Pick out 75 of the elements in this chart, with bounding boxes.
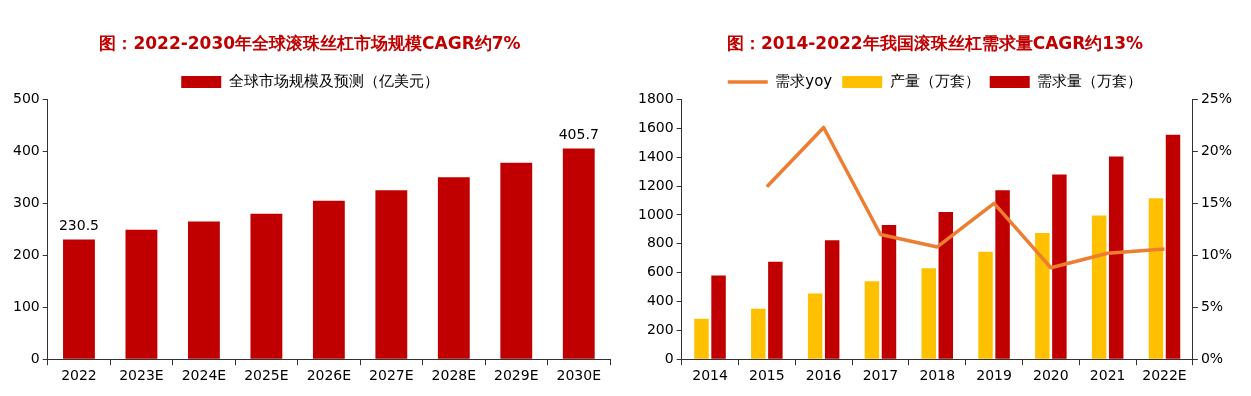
y-tick-label: 1600: [637, 118, 674, 135]
data-label: 405.7: [558, 126, 599, 143]
x-tick-label: 2030E: [556, 367, 601, 384]
y2-tick-label: 0%: [1200, 349, 1224, 366]
x-tick-label: 2026E: [306, 367, 352, 384]
y-tick-label: 300: [12, 193, 40, 210]
bar: [1108, 156, 1124, 359]
bar: [187, 221, 220, 359]
bar: [250, 213, 283, 359]
y-tick-label: 400: [12, 142, 40, 158]
bar: [500, 162, 533, 359]
chart-title: 图：2014-2022年我国滚珠丝杠需求量CAGR约13%: [726, 32, 1144, 53]
bar: [938, 211, 954, 359]
y-tick-label: 0: [30, 349, 40, 366]
x-tick-label: 2021: [1089, 367, 1126, 384]
bar: [125, 229, 158, 359]
y-tick-label: 400: [646, 292, 674, 309]
bar: [881, 224, 897, 359]
x-tick-label: 2014: [692, 367, 728, 384]
bar: [711, 275, 726, 359]
bar: [1148, 198, 1164, 359]
bar: [562, 148, 595, 359]
x-tick-label: 2027E: [369, 367, 414, 384]
y-tick-label: 800: [646, 234, 674, 251]
bar: [694, 318, 709, 359]
y-tick-label: 500: [12, 90, 40, 107]
legend-label: 需求量（万套）: [1037, 71, 1143, 90]
x-tick-label: 2023E: [119, 367, 164, 384]
data-label: 230.5: [58, 217, 100, 234]
bar: [864, 281, 880, 359]
bar: [375, 190, 408, 359]
bar: [1035, 232, 1050, 359]
bar: [437, 177, 470, 359]
y-tick-label: 0: [664, 349, 674, 366]
y2-tick-label: 5%: [1200, 297, 1224, 314]
bar: [921, 268, 936, 359]
x-tick-label: 2017: [862, 367, 899, 384]
x-tick-label: 2019: [976, 367, 1012, 384]
x-tick-label: 2024E: [181, 367, 227, 384]
bar: [1091, 215, 1107, 359]
y2-tick-label: 10%: [1200, 245, 1233, 262]
x-tick-label: 2029E: [494, 367, 539, 384]
x-tick-label: 2022E: [1142, 367, 1187, 384]
bar: [63, 239, 95, 359]
x-tick-label: 2020: [1033, 367, 1069, 384]
y-tick-label: 200: [646, 320, 674, 337]
y-tick-label: 200: [12, 245, 40, 262]
y-tick-label: 100: [12, 297, 40, 314]
x-tick-label: 2022: [61, 367, 97, 384]
bar: [768, 261, 783, 359]
y-tick-label: 1200: [637, 176, 674, 193]
y-tick-label: 1800: [637, 90, 674, 107]
y2-tick-label: 20%: [1200, 142, 1233, 158]
y-tick-label: 1000: [637, 205, 674, 222]
y2-tick-label: 15%: [1200, 193, 1233, 210]
y-tick-label: 600: [646, 263, 674, 280]
legend-label: 需求yoy: [775, 71, 833, 90]
y-tick-label: 1400: [637, 147, 674, 164]
legend-label: 全球市场规模及预测（亿美元）: [228, 71, 439, 90]
bar: [751, 308, 766, 359]
bar: [312, 200, 345, 359]
bar: [824, 240, 840, 359]
x-tick-label: 2028E: [431, 367, 477, 384]
bar: [807, 293, 823, 359]
bar: [1165, 134, 1181, 359]
x-tick-label: 2015: [749, 367, 785, 384]
chart-title: 图：2022-2030年全球滚珠丝杠市场规模CAGR约7%: [99, 32, 521, 53]
x-tick-label: 2016: [805, 367, 842, 384]
x-tick-label: 2025E: [244, 367, 289, 384]
bar: [1052, 174, 1067, 359]
bar: [995, 190, 1010, 359]
bar: [978, 251, 993, 359]
legend-label: 产量（万套）: [889, 71, 980, 90]
y2-tick-label: 25%: [1200, 90, 1233, 107]
x-tick-label: 2018: [919, 367, 956, 384]
